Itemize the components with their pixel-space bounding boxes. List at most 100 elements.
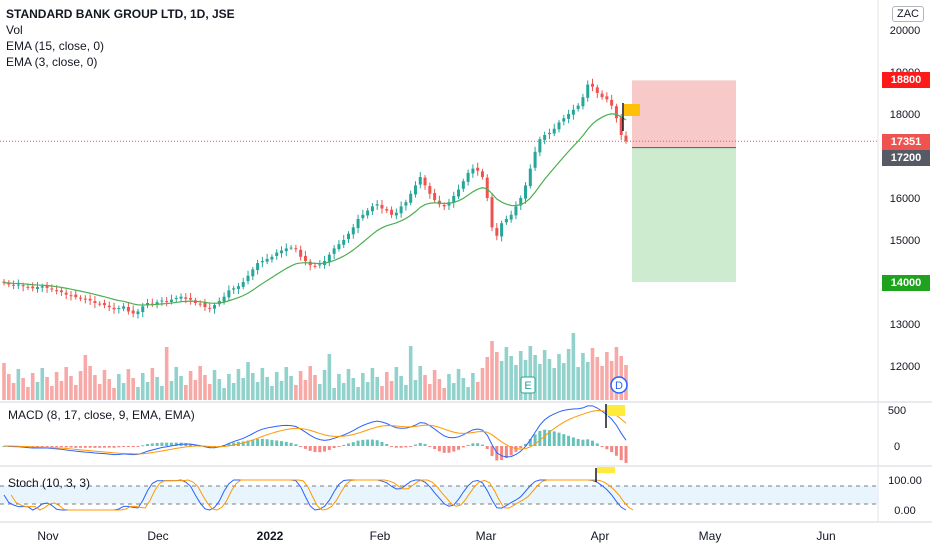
candle-body xyxy=(452,195,456,203)
volume-bar xyxy=(203,375,207,400)
macd-histogram-bar xyxy=(370,439,374,446)
volume-bar xyxy=(418,366,423,400)
volume-bar xyxy=(542,350,547,400)
volume-bar xyxy=(246,362,250,400)
macd-histogram-bar xyxy=(270,439,274,446)
candle-body xyxy=(260,261,264,263)
candle-body xyxy=(241,282,245,287)
candle-body xyxy=(490,197,494,228)
stop-loss-price-tag: 18800 xyxy=(882,72,930,88)
volume-bar xyxy=(313,375,317,400)
candle-body xyxy=(122,306,126,309)
candle-body xyxy=(299,249,303,257)
macd-histogram-bar xyxy=(327,446,331,450)
time-axis-label: Feb xyxy=(370,529,391,543)
macd-histogram-bar xyxy=(160,442,164,446)
macd-histogram-bar xyxy=(174,442,178,446)
time-axis-label: Apr xyxy=(591,529,610,543)
candle-body xyxy=(610,99,614,106)
candle-body xyxy=(131,310,135,314)
candle-body xyxy=(35,287,39,289)
macd-histogram-bar xyxy=(299,446,303,447)
macd-histogram-bar xyxy=(45,446,49,447)
volume-bar xyxy=(327,354,332,400)
macd-histogram-bar xyxy=(107,446,111,448)
currency-unit-tag[interactable]: ZAC xyxy=(892,6,924,22)
candle-body xyxy=(303,255,307,261)
candle-body xyxy=(342,240,346,245)
macd-histogram-bar xyxy=(289,442,293,446)
last-price-tag: 17351 xyxy=(882,134,930,150)
macd-histogram-bar xyxy=(337,446,341,447)
candle-body xyxy=(595,87,599,93)
candle-body xyxy=(366,210,370,216)
candle-body xyxy=(394,212,398,216)
volume-bar xyxy=(485,357,490,400)
volume-bar xyxy=(557,354,561,400)
macd-histogram-bar xyxy=(452,446,456,452)
candle-body xyxy=(485,177,489,198)
volume-bar xyxy=(461,378,466,400)
candle-body xyxy=(466,172,470,182)
stop-zone xyxy=(632,80,736,148)
macd-histogram-bar xyxy=(83,446,87,448)
macd-histogram-bar xyxy=(524,443,528,446)
macd-histogram-bar xyxy=(318,446,322,453)
candle-body xyxy=(83,298,87,300)
candle-body xyxy=(275,252,279,256)
macd-tick-label: 0 xyxy=(894,441,900,453)
volume-bar xyxy=(83,355,88,400)
volume-bar xyxy=(399,376,403,400)
macd-histogram-bar xyxy=(79,446,83,448)
candle-body xyxy=(619,117,623,135)
volume-bar xyxy=(251,373,255,400)
candle-body xyxy=(567,114,571,119)
candle-body xyxy=(581,97,585,107)
volume-bar xyxy=(322,370,327,400)
volume-bar xyxy=(88,366,92,400)
volume-bar xyxy=(394,367,399,400)
macd-histogram-bar xyxy=(409,446,413,447)
candle-body xyxy=(55,290,59,292)
macd-histogram-bar xyxy=(184,443,188,446)
volume-bar xyxy=(179,376,183,400)
macd-histogram-bar xyxy=(117,446,121,448)
volume-bar xyxy=(169,381,174,400)
candle-body xyxy=(26,286,30,288)
volume-bar xyxy=(289,376,293,400)
candle-body xyxy=(21,285,25,287)
candle-body xyxy=(265,258,269,262)
candle-body xyxy=(332,248,336,254)
ema15-label: EMA (15, close, 0) xyxy=(6,39,105,53)
symbol-line: STANDARD BANK GROUP LTD, 1D, JSE xyxy=(6,7,235,21)
earnings-marker xyxy=(520,376,536,394)
candle-body xyxy=(74,294,78,298)
macd-histogram-bar xyxy=(461,446,465,448)
candle-body xyxy=(289,247,293,249)
volume-bar xyxy=(514,365,518,400)
candle-body xyxy=(284,248,288,252)
volume-bar xyxy=(131,378,135,400)
candle-body xyxy=(98,303,102,305)
candle-body xyxy=(155,302,159,305)
volume-bar xyxy=(490,341,494,400)
price-tick-label: 18000 xyxy=(890,109,921,121)
candle-body xyxy=(16,284,20,286)
macd-histogram-bar xyxy=(437,446,441,452)
volume-bar xyxy=(404,385,408,400)
volume-bar xyxy=(518,351,523,400)
candle-body xyxy=(198,303,202,305)
candle-body xyxy=(7,283,11,285)
candle-body xyxy=(222,296,226,302)
ema3-label: EMA (3, close, 0) xyxy=(6,55,98,69)
candle-body xyxy=(614,106,618,119)
volume-bar xyxy=(59,381,64,400)
candle-body xyxy=(102,303,106,306)
macd-histogram-bar xyxy=(557,432,561,446)
candle-body xyxy=(184,297,188,299)
candle-body xyxy=(433,192,437,201)
volume-bar xyxy=(97,384,102,400)
stoch-tick-label: 100.00 xyxy=(888,475,922,487)
candle-body xyxy=(538,139,542,153)
